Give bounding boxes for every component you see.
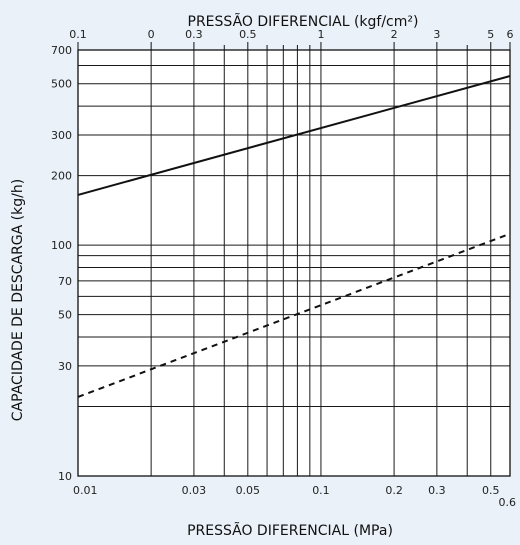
y-axis-title: CAPACIDADE DE DESCARGA (kg/h) [10, 179, 26, 421]
y-tick-label: 300 [51, 129, 72, 142]
y-tick-label: 30 [58, 360, 72, 373]
x-tick-label: 0.05 [236, 484, 261, 497]
x-tick-label: 0.6 [499, 496, 517, 509]
top-tick-label: 1 [317, 28, 324, 41]
x-tick-label: 0.2 [385, 484, 403, 497]
top-tick-label: 0.3 [185, 28, 203, 41]
x-axis-title: PRESSÃO DIFERENCIAL (MPa) [187, 522, 393, 539]
top-axis-title: PRESSÃO DIFERENCIAL (kgf/cm²) [188, 13, 419, 30]
plot-frame [77, 49, 511, 477]
x-tick-label: 0.03 [182, 484, 207, 497]
x-tick-label: 0.01 [73, 484, 98, 497]
top-tick-label: 0.1 [69, 28, 87, 41]
solid-series-line [77, 75, 511, 196]
y-tick-label: 500 [51, 78, 72, 91]
top-tick-label: 2 [391, 28, 398, 41]
top-tick-label: 6 [507, 28, 514, 41]
x-tick-label: 0.5 [482, 484, 500, 497]
plot-area [78, 50, 510, 476]
y-tick-label: 70 [58, 275, 72, 288]
top-tick-label: 0.5 [239, 28, 257, 41]
top-tick-label: 0 [148, 28, 155, 41]
top-tick-label: 3 [433, 28, 440, 41]
y-tick-label: 200 [51, 170, 72, 183]
y-tick-label: 50 [58, 309, 72, 322]
y-tick-label: 10 [58, 470, 72, 483]
y-tick-label: 100 [51, 239, 72, 252]
x-tick-label: 0.1 [312, 484, 330, 497]
x-tick-label: 0.3 [428, 484, 446, 497]
top-tick-label: 5 [487, 28, 494, 41]
y-tick-label: 700 [51, 44, 72, 57]
